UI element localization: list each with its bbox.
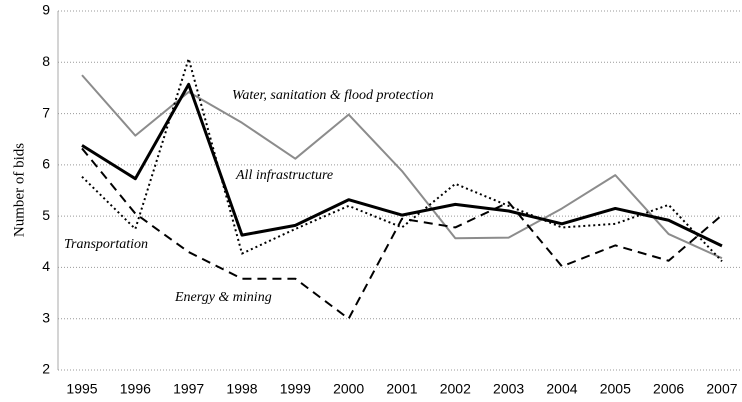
y-tick-label: 5 <box>42 207 50 223</box>
series-label: Energy & mining <box>174 290 272 305</box>
x-tick-label: 1998 <box>226 381 257 397</box>
y-tick-label: 8 <box>42 53 50 69</box>
x-tick-label: 1995 <box>66 381 97 397</box>
y-tick-label: 2 <box>42 361 50 377</box>
y-tick-label: 7 <box>42 104 50 120</box>
y-tick-label: 6 <box>42 156 50 172</box>
x-tick-label: 1997 <box>173 381 204 397</box>
x-tick-label: 2007 <box>706 381 737 397</box>
series-line <box>81 74 723 260</box>
series-label: Water, sanitation & flood protection <box>232 88 434 103</box>
y-tick-label: 9 <box>42 2 50 18</box>
x-tick-label: 2005 <box>600 381 631 397</box>
x-tick-label: 1999 <box>280 381 311 397</box>
y-tick-label: 3 <box>42 309 50 325</box>
series-label: Transportation <box>64 237 148 252</box>
x-tick-label: 2001 <box>386 381 417 397</box>
x-tick-label: 2003 <box>493 381 524 397</box>
y-tick-label: 4 <box>42 258 50 274</box>
x-tick-label: 2006 <box>653 381 684 397</box>
series-line <box>81 147 723 320</box>
series-line <box>81 82 723 248</box>
series-label: All infrastructure <box>236 168 334 183</box>
x-tick-label: 2000 <box>333 381 364 397</box>
y-axis-label: Number of bids <box>11 143 27 237</box>
x-tick-label: 2002 <box>440 381 471 397</box>
x-tick-label: 2004 <box>546 381 577 397</box>
x-tick-label: 1996 <box>120 381 151 397</box>
